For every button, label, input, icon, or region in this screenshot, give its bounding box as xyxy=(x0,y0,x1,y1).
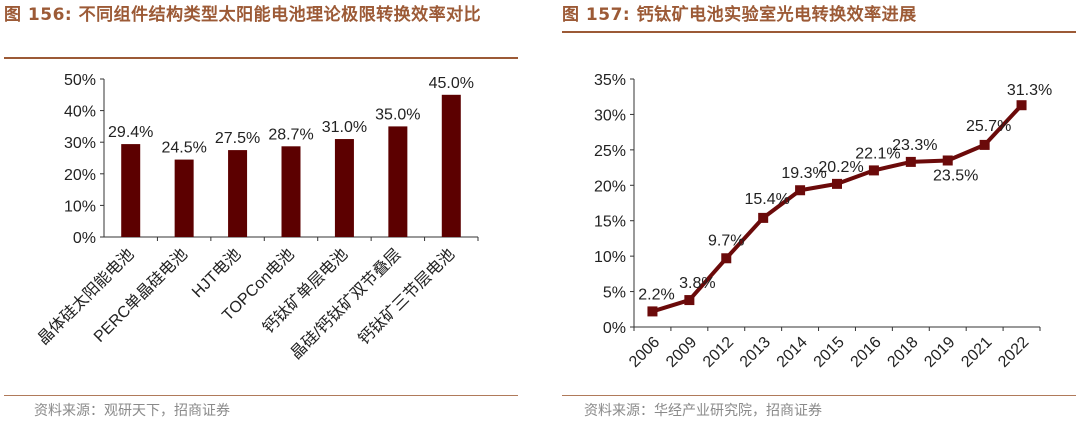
line-y-tick-label: 0% xyxy=(603,320,626,337)
line-y-tick-label: 20% xyxy=(594,178,626,195)
data-point-marker xyxy=(721,253,732,264)
bar xyxy=(281,146,301,237)
line-data-label: 19.3% xyxy=(781,165,826,182)
bar-chart: 0% 10% 20% 30% 40% 50% 29.4% 晶体硅太阳能电池 24.5% PERC单… xyxy=(34,72,479,363)
line-data-label: 15.4% xyxy=(744,191,789,208)
line-x-tick-label: 2021 xyxy=(958,334,995,371)
right-panel: 图 157: 钙钛矿电池实验室光电转换效率进展 0% 5% 10% 15% 20% 25%… xyxy=(558,0,1080,421)
data-point-marker xyxy=(905,156,916,167)
bar xyxy=(388,126,408,237)
data-point-marker xyxy=(647,306,658,317)
line-data-label: 23.3% xyxy=(892,137,937,154)
bar-data-label: 45.0% xyxy=(429,75,474,92)
line-data-label: 23.5% xyxy=(933,167,978,184)
bar xyxy=(334,139,354,237)
bar xyxy=(441,94,461,237)
left-title-rule xyxy=(4,57,518,59)
bar-y-tick-label: 40% xyxy=(64,104,96,121)
bar-data-label: 29.4% xyxy=(108,124,153,141)
left-source-rule xyxy=(4,395,518,396)
bar xyxy=(228,150,248,237)
right-figure-title: 图 157: 钙钛矿电池实验室光电转换效率进展 xyxy=(562,5,917,25)
bar-x-tick-label: PERC单晶硅电池 xyxy=(90,245,191,346)
bar-data-label: 24.5% xyxy=(161,140,206,157)
bar-data-label: 27.5% xyxy=(215,130,260,147)
line-chart: 0% 5% 10% 15% 20% 25% 30% 35% 2.2% 2006 3.8% 2009 9.… xyxy=(594,72,1052,371)
bar-data-label: 35.0% xyxy=(375,106,420,123)
line-x-tick-label: 2012 xyxy=(700,334,737,371)
bar-y-tick-label: 30% xyxy=(64,135,96,152)
line-y-tick-label: 10% xyxy=(594,249,626,266)
line-x-tick-label: 2015 xyxy=(811,334,848,371)
line-y-tick-label: 35% xyxy=(594,72,626,89)
line-data-label: 2.2% xyxy=(638,286,674,303)
data-point-marker xyxy=(795,185,806,196)
line-x-tick-label: 2016 xyxy=(848,334,885,371)
line-data-label: 9.7% xyxy=(708,232,744,249)
data-point-marker xyxy=(979,139,990,150)
line-data-label: 22.1% xyxy=(855,145,900,162)
bar-x-tick-label: 钙钛矿三节层电池 xyxy=(355,245,458,348)
line-x-tick-label: 2022 xyxy=(995,334,1032,371)
line-x-tick-label: 2009 xyxy=(663,334,700,371)
bar-y-tick-label: 50% xyxy=(64,72,96,89)
right-source-rule xyxy=(562,395,1076,396)
data-point-marker xyxy=(942,155,953,166)
bar-y-tick-label: 20% xyxy=(64,167,96,184)
line-data-label: 25.7% xyxy=(966,118,1011,135)
right-title-rule xyxy=(562,31,1076,33)
bar xyxy=(121,144,141,237)
bar-y-tick-label: 0% xyxy=(73,230,96,247)
data-point-marker xyxy=(758,212,769,223)
bar-y-tick-label: 10% xyxy=(64,198,96,215)
left-figure-title: 图 156: 不同组件结构类型太阳能电池理论极限转换效率对比 xyxy=(4,5,482,25)
bar xyxy=(174,159,194,237)
data-point-marker xyxy=(684,295,695,306)
line-data-label: 31.3% xyxy=(1007,82,1052,99)
line-x-tick-label: 2013 xyxy=(737,334,774,371)
left-panel: 图 156: 不同组件结构类型太阳能电池理论极限转换效率对比 0% 10% 20% 3… xyxy=(0,0,530,421)
bar-data-label: 31.0% xyxy=(322,119,367,136)
right-source-note: 资料来源：华经产业研究院，招商证券 xyxy=(584,403,822,419)
line-x-tick-label: 2014 xyxy=(774,334,811,371)
line-y-tick-label: 15% xyxy=(594,214,626,231)
line-data-label: 20.2% xyxy=(818,159,863,176)
line-y-tick-label: 25% xyxy=(594,143,626,160)
bar-data-label: 28.7% xyxy=(268,126,313,143)
line-x-tick-label: 2019 xyxy=(921,334,958,371)
left-source-note: 资料来源：观研天下，招商证券 xyxy=(34,403,230,419)
bar-x-tick-label: HJT电池 xyxy=(188,245,244,301)
line-data-label: 3.8% xyxy=(679,275,715,292)
line-x-tick-label: 2018 xyxy=(884,334,921,371)
line-y-tick-label: 5% xyxy=(603,285,626,302)
data-point-marker xyxy=(1016,100,1027,111)
bar-x-tick-label: 晶体硅太阳能电池 xyxy=(34,245,137,348)
data-point-marker xyxy=(868,165,879,176)
data-point-marker xyxy=(832,178,842,189)
line-x-tick-label: 2006 xyxy=(626,334,663,371)
line-y-tick-label: 30% xyxy=(594,107,626,124)
